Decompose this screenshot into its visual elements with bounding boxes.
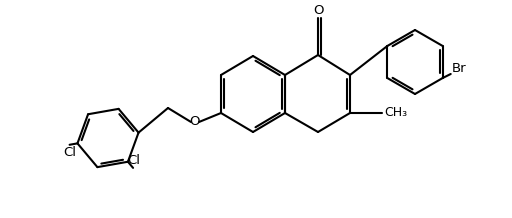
Text: O: O — [313, 5, 323, 17]
Text: Br: Br — [452, 63, 466, 75]
Text: Cl: Cl — [127, 154, 141, 167]
Text: CH₃: CH₃ — [384, 107, 407, 119]
Text: O: O — [190, 116, 200, 128]
Text: Cl: Cl — [63, 146, 76, 159]
